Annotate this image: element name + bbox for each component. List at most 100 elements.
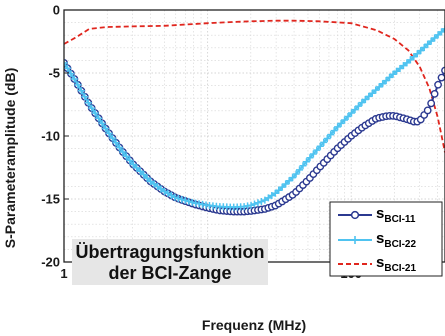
series-s22-marker — [133, 164, 141, 172]
series-s22-marker — [344, 112, 352, 120]
series-s22-marker — [77, 87, 85, 95]
series-s22-marker — [296, 166, 304, 174]
series-s22-marker — [361, 95, 369, 103]
series-s22-marker — [358, 99, 366, 107]
legend-marker-s11 — [350, 210, 360, 220]
series-s22-marker — [91, 109, 99, 117]
series-s22-marker — [372, 86, 380, 94]
y-tick-label: -10 — [41, 129, 60, 144]
series-s22-marker — [122, 152, 130, 160]
series-s22-marker — [247, 201, 255, 209]
series-s22-marker — [84, 99, 92, 107]
series-s22-marker — [337, 119, 345, 127]
series-s22-marker — [299, 162, 307, 170]
series-s22-marker — [320, 138, 328, 146]
legend-label-subscript: BCI-21 — [384, 263, 416, 274]
series-s22-marker — [334, 123, 342, 131]
series-s22-marker — [417, 47, 425, 55]
legend-entry-s22: sBCI-22 — [338, 230, 416, 250]
series-s22-marker — [341, 116, 349, 124]
series-s22-marker — [119, 148, 127, 156]
legend-marker-s22 — [351, 236, 359, 244]
series-s22-marker — [292, 170, 300, 178]
series-s22-marker — [330, 127, 338, 135]
legend-label-s21: sBCI-21 — [376, 254, 416, 274]
series-s22-marker — [140, 171, 148, 179]
legend-label-main: s — [376, 230, 384, 247]
series-s22-marker — [368, 89, 376, 97]
x-axis-label: Frequenz (MHz) — [202, 317, 306, 333]
series-s22-marker — [88, 104, 96, 112]
x-tick-label: 1 — [60, 266, 67, 281]
legend-label-main: s — [376, 254, 384, 271]
series-s22-marker — [171, 193, 179, 201]
series-s22-marker — [181, 196, 189, 204]
series-s22-marker — [188, 198, 196, 206]
series-s22-marker — [347, 109, 355, 117]
series-s22-marker — [105, 129, 113, 137]
series-s22-marker — [95, 114, 103, 122]
series-s22-marker — [278, 183, 286, 191]
series-s22-marker — [441, 25, 445, 33]
legend-label-main: s — [376, 205, 384, 222]
y-tick-label: -5 — [48, 66, 60, 81]
series-s22-marker — [254, 199, 262, 207]
series-s22-marker — [285, 177, 293, 185]
series-s11-marker — [423, 106, 432, 115]
series-s22-marker — [316, 142, 324, 150]
series-s22-marker — [289, 174, 297, 182]
series-s11-marker — [427, 99, 436, 108]
series-s22-marker — [313, 146, 321, 154]
series-s22-marker — [129, 160, 137, 168]
series-s22-marker — [282, 180, 290, 188]
series-s22-marker — [431, 34, 439, 42]
series-s22-marker — [115, 144, 123, 152]
y-tick-label: 0 — [53, 3, 60, 18]
series-s22-marker — [354, 102, 362, 110]
series-s22-marker — [257, 197, 265, 205]
series-s22-marker — [102, 125, 110, 133]
series-s22-marker — [108, 134, 116, 142]
series-s22-marker — [309, 150, 317, 158]
series-s22-marker — [379, 80, 387, 88]
series-s22-marker — [67, 70, 75, 78]
axis-ticks: 1101000-5-10-15-20 — [41, 3, 362, 282]
series-s22-marker — [323, 134, 331, 142]
series-s22-marker — [112, 139, 120, 147]
series-s22-marker — [302, 158, 310, 166]
series-s22-marker — [81, 93, 89, 101]
series-s22-marker — [420, 43, 428, 51]
series-s21 — [64, 19, 445, 153]
y-axis-label: S-Parameteramplitude (dB) — [2, 68, 18, 248]
series-s22-marker — [386, 73, 394, 81]
chart-annotation: Übertragungsfunktion der BCI-Zange — [72, 239, 268, 285]
series-s22-marker — [126, 156, 134, 164]
series-s22-marker — [74, 81, 82, 89]
series-s22-marker — [64, 64, 71, 72]
legend-label-s11: sBCI-11 — [376, 205, 416, 225]
legend-label-s22: sBCI-22 — [376, 230, 416, 250]
series-s22-marker — [174, 194, 182, 202]
y-tick-label: -15 — [41, 192, 60, 207]
series-s22-marker — [306, 154, 314, 162]
annotation-line-1: Übertragungsfunktion — [76, 242, 265, 262]
series-s22-marker — [424, 40, 432, 48]
series-s22-marker — [413, 50, 421, 58]
series-s22-marker — [64, 59, 68, 67]
series-s22 — [64, 25, 445, 211]
series-s22-marker — [251, 200, 258, 208]
series-s22-marker — [98, 119, 106, 127]
y-tick-label: -20 — [41, 255, 60, 270]
series-s11-marker — [434, 80, 442, 89]
series-s11 — [64, 59, 445, 216]
series-s21-line — [64, 19, 445, 153]
series-s22-marker — [275, 186, 283, 194]
series-s22-marker — [382, 77, 390, 85]
series-s22-marker — [178, 195, 186, 203]
series-layer — [64, 19, 445, 216]
series-s11-line — [64, 62, 445, 213]
legend-label-subscript: BCI-22 — [384, 239, 416, 250]
series-s22-marker — [351, 106, 359, 114]
